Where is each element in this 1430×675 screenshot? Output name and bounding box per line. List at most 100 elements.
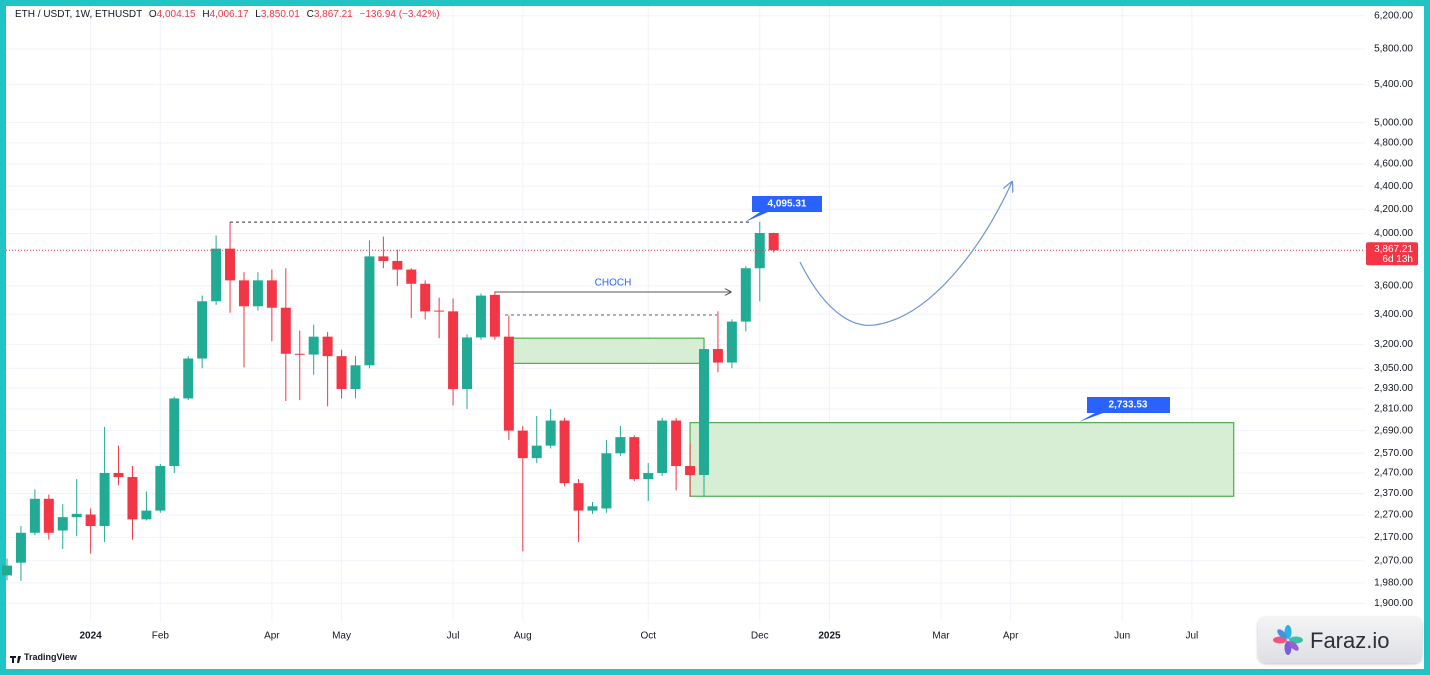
- candle-body: [699, 349, 709, 476]
- candle-body: [350, 365, 361, 390]
- candle-body: [545, 420, 556, 446]
- candle-body: [280, 307, 291, 354]
- legend-key: H: [202, 9, 210, 20]
- candle-body: [601, 453, 612, 509]
- y-tick-label: 2,930.00: [1374, 383, 1413, 394]
- x-tick-label: Mar: [932, 631, 950, 642]
- candle-body: [475, 295, 486, 338]
- candle-body: [685, 466, 696, 476]
- candle-body: [15, 532, 26, 563]
- y-tick-label: 4,200.00: [1374, 204, 1413, 215]
- candle-body: [57, 517, 68, 531]
- projection-arrow: [799, 182, 1012, 326]
- x-tick-label: Oct: [640, 631, 656, 642]
- x-tick-label: Apr: [1003, 631, 1019, 642]
- y-tick-label: 3,600.00: [1374, 280, 1413, 291]
- candle-body: [169, 398, 180, 467]
- grid: [6, 6, 1365, 622]
- x-tick-label: 2025: [818, 631, 841, 642]
- x-tick-label: May: [332, 631, 351, 642]
- symbol: ETH / USDT, 1W, ETHUSDT: [15, 9, 143, 20]
- y-tick-label: 4,000.00: [1374, 228, 1413, 239]
- last-price-box: [1366, 242, 1418, 266]
- candle-body: [364, 256, 375, 366]
- candle-body: [238, 280, 249, 307]
- candle-body: [322, 336, 333, 357]
- candle-body: [657, 420, 668, 474]
- tradingview-watermark: TradingView: [24, 652, 77, 662]
- x-tick-label: 2024: [80, 631, 103, 642]
- candle-body: [43, 498, 54, 533]
- zone: [508, 337, 705, 364]
- candle-body: [225, 248, 236, 281]
- candle-body: [587, 506, 598, 511]
- candle-body: [768, 232, 779, 251]
- choch-label: CHOCH: [595, 278, 632, 289]
- badge-text: Faraz.io: [1310, 628, 1390, 653]
- zone-callout: [1079, 397, 1170, 422]
- candle-body: [531, 445, 542, 459]
- legend-value: 3,867.21: [313, 9, 353, 20]
- y-tick-label: 4,600.00: [1374, 159, 1413, 170]
- legend-key: O: [148, 9, 157, 20]
- candle-body: [2, 565, 12, 576]
- candle-body: [141, 510, 152, 520]
- candle-body: [308, 336, 319, 355]
- candle-body: [392, 260, 403, 270]
- last-price-label: 3,867.21: [1374, 244, 1413, 255]
- candle-body: [740, 268, 751, 322]
- candle-body: [726, 321, 737, 363]
- y-tick-label: 2,070.00: [1374, 555, 1413, 566]
- x-tick-label: Feb: [152, 631, 170, 642]
- candle-body: [113, 473, 124, 478]
- y-tick-label: 5,800.00: [1374, 44, 1413, 55]
- y-tick-label: 4,400.00: [1374, 181, 1413, 192]
- zone: [689, 422, 1235, 497]
- candle-body: [517, 430, 528, 459]
- candles: [2, 221, 1365, 581]
- faraz-icon: [1273, 625, 1303, 655]
- candle-body: [643, 473, 654, 480]
- candle-body: [99, 473, 110, 527]
- candle-body: [448, 311, 459, 390]
- candle-body: [197, 301, 208, 359]
- candle-body: [127, 477, 138, 520]
- change: −136.94 (−3.42%): [359, 9, 440, 20]
- x-tick-label: Dec: [751, 631, 769, 642]
- zone-callout-label: 2,733.53: [1109, 400, 1148, 411]
- y-tick-label: 6,200.00: [1374, 10, 1413, 21]
- y-tick-label: 3,400.00: [1374, 309, 1413, 320]
- candle-body: [183, 358, 194, 399]
- candle-body: [155, 466, 166, 511]
- chart-panel: [6, 6, 1424, 669]
- legend-value: 4,004.15: [156, 9, 196, 20]
- y-tick-label: 3,050.00: [1374, 363, 1413, 374]
- y-tick-label: 3,200.00: [1374, 339, 1413, 350]
- candle-body: [266, 280, 277, 308]
- y-tick-label: 2,690.00: [1374, 425, 1413, 436]
- candle-body: [336, 356, 347, 390]
- legend-key: L: [255, 9, 261, 20]
- candle-body: [406, 269, 417, 284]
- candle-body: [503, 336, 514, 431]
- candle-body: [294, 353, 305, 355]
- legend-value: 3,850.01: [260, 9, 300, 20]
- candle-body: [559, 420, 570, 484]
- legend-key: C: [306, 9, 314, 20]
- y-tick-label: 2,270.00: [1374, 510, 1413, 521]
- high-callout-label: 4,095.31: [768, 199, 807, 210]
- candle-body: [629, 437, 640, 480]
- candle-body: [85, 514, 96, 527]
- x-tick-label: Apr: [264, 631, 280, 642]
- candle-body: [615, 437, 626, 454]
- symbol-legend: ETH / USDT, 1W, ETHUSDT O4,004.15 H4,006…: [15, 9, 440, 20]
- y-tick-label: 1,980.00: [1374, 578, 1413, 589]
- candle-body: [252, 280, 263, 307]
- faraz-badge: Faraz.io: [1258, 617, 1422, 663]
- y-tick-label: 4,800.00: [1374, 138, 1413, 149]
- x-tick-label: Jul: [1186, 631, 1199, 642]
- zones: [508, 337, 1235, 497]
- y-tick-label: 2,810.00: [1374, 404, 1413, 415]
